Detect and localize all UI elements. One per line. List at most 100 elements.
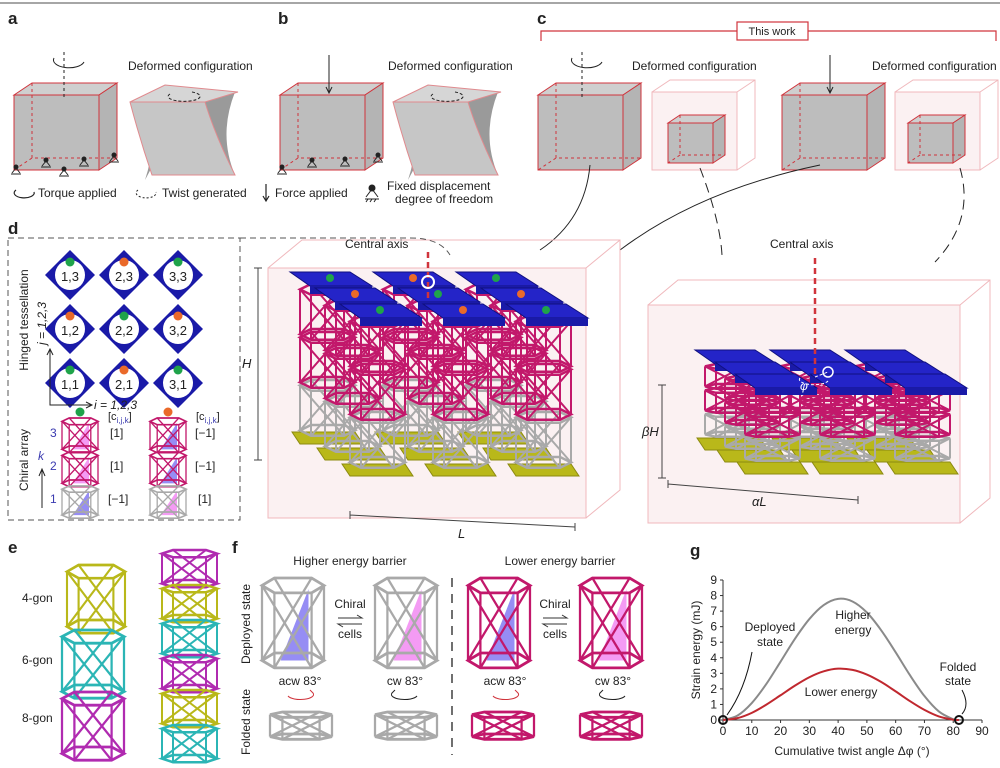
col1-value-2: [1]: [110, 459, 123, 473]
top-ring: [64, 563, 128, 580]
folded-cube-1: [666, 114, 727, 164]
x-tick-label: 30: [803, 724, 817, 738]
chirality-dot: [409, 274, 417, 282]
yellow-base-plate: [507, 463, 580, 477]
fixed-support-icon: [59, 166, 69, 177]
struts: [149, 417, 187, 454]
arrow-to-folded-lattice: [934, 167, 965, 263]
tile-index-label: 3,1: [169, 377, 187, 392]
yellow-base-plate: [811, 461, 884, 475]
tile-hole: [55, 368, 85, 398]
fixed-support-icon: [365, 184, 379, 203]
top-ring: [157, 548, 222, 559]
tile-hole: [109, 260, 139, 290]
struts: [578, 577, 644, 669]
cell-pink-acw: [465, 576, 533, 670]
cube-hidden-edges: [537, 83, 641, 171]
deformed-front: [392, 101, 499, 176]
struts: [466, 577, 532, 669]
deformed-label-c2: Deformed configuration: [872, 59, 997, 73]
phi-label: φ: [800, 379, 808, 393]
struts: [260, 577, 326, 669]
chiral-cell-k2-col1: [60, 451, 100, 488]
cube-front-face: [537, 94, 624, 171]
x-tick-label: 50: [860, 724, 874, 738]
top-ring: [148, 417, 188, 426]
cube-torque-this-work: [536, 82, 643, 171]
struts: [161, 724, 218, 763]
stacked-cell: [157, 618, 222, 659]
struts: [819, 387, 876, 414]
y-tick-label: 5: [710, 635, 717, 649]
blue-tile-edge: [526, 318, 588, 326]
x-tick-label: 20: [774, 724, 788, 738]
cell-8gon: [59, 690, 127, 762]
lower-barrier-title: Lower energy barrier: [505, 554, 616, 568]
cube-side-face: [712, 114, 726, 164]
y-tick-label: 1: [710, 697, 717, 711]
panel-label-d: d: [8, 219, 18, 238]
clockwise-arrow-icon: [390, 689, 418, 701]
gray-cell: [430, 410, 491, 470]
y-tick-label: 4: [710, 651, 717, 665]
stacked-cell: [157, 723, 222, 764]
x-tick-label: 10: [745, 724, 759, 738]
tile-hole: [163, 314, 193, 344]
rotation-angle-phi-icon: [798, 371, 829, 386]
annotation-folded-1: Folded: [940, 660, 977, 674]
tessellation-tile: 3,1: [153, 358, 203, 408]
struts: [515, 411, 572, 469]
force-applied-icon: [826, 55, 834, 95]
legend-force: Force applied: [275, 186, 348, 200]
tessellation-tile: 2,1: [99, 358, 149, 408]
chirality-dot: [492, 274, 500, 282]
col2-value-3: [−1]: [195, 426, 215, 440]
chiral-label-1: Chiral: [334, 597, 365, 611]
k-axis-label: k: [38, 449, 45, 463]
bottom-ring: [374, 732, 438, 741]
x-tick-label: 60: [889, 724, 903, 738]
cell-pink-cw: [577, 576, 645, 670]
central-axis-marker: [421, 275, 435, 289]
chirality-dot: [173, 311, 183, 321]
tile-hole: [55, 260, 85, 290]
arrow-to-folded-lattice: [699, 167, 723, 256]
annotation-higher-1: Higher: [835, 608, 870, 622]
struts: [819, 435, 876, 462]
chiral-triangle: [72, 423, 89, 450]
acw-label-2: acw 83°: [484, 674, 527, 688]
col1-value-3: [1]: [110, 426, 123, 440]
struts: [515, 315, 572, 373]
blue-tile-edge: [360, 318, 422, 326]
chirality-dot: [119, 257, 129, 267]
top-ring: [157, 653, 222, 664]
top-ring: [577, 576, 645, 595]
folded-cell-gray-acw: [268, 710, 334, 741]
struts: [61, 451, 99, 488]
struts: [161, 549, 218, 588]
length-dimension-alphaL: [667, 480, 859, 504]
struts: [268, 710, 334, 741]
struts: [60, 691, 126, 761]
chiral-triangle: [72, 490, 89, 516]
cube-force: [278, 82, 385, 171]
chiral-triangle: [393, 589, 422, 661]
hinged-tessellation-label: Hinged tessellation: [17, 269, 31, 370]
tessellation-tile: 1,1: [45, 358, 95, 408]
cell-gray-acw: [259, 576, 327, 670]
fixed-support-icon: [307, 157, 317, 168]
chirality-dot: [119, 365, 129, 375]
zoom-connector-line: [240, 237, 451, 256]
force-arrow-icon: [262, 184, 270, 203]
folded-cell-pink-cw: [578, 710, 644, 741]
struts: [470, 710, 536, 741]
chirality-dot: [173, 365, 183, 375]
H-label: H: [242, 356, 252, 371]
y-tick-label: 2: [710, 682, 717, 696]
central-axis-label-main: Central axis: [345, 237, 408, 251]
x-tick-label: 80: [947, 724, 961, 738]
tile-index-label: 1,3: [61, 269, 79, 284]
fixed-support-icon: [41, 157, 51, 168]
chiral-triangle: [486, 589, 515, 661]
tessellation-tile: 2,3: [99, 250, 149, 300]
